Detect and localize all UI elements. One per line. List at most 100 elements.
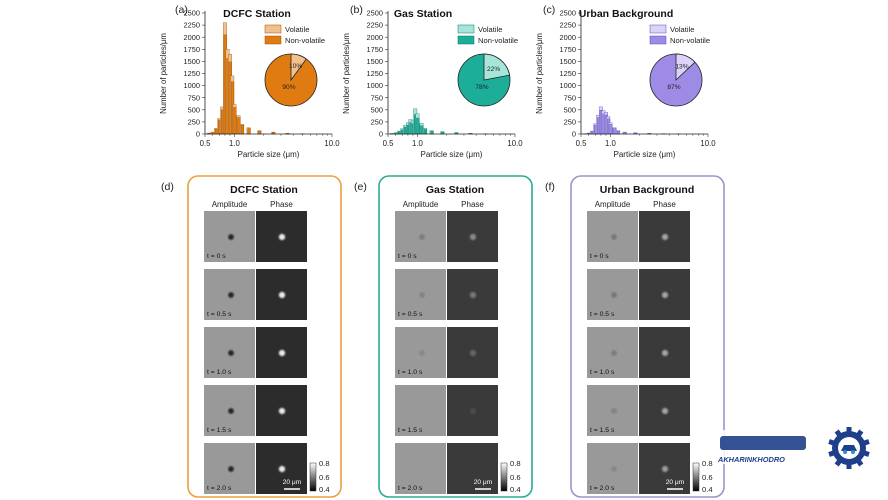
panel-letter: (d) [161,181,174,193]
time-label: t = 2.0 s [207,485,232,492]
panel-letter: (a) [175,4,188,16]
amplitude-particle [609,232,619,242]
time-label: t = 0.5 s [398,311,423,318]
colorbar [309,462,317,492]
y-tick-label: 500 [564,105,576,114]
time-label: t = 1.5 s [207,427,232,434]
column-label-amplitude: Amplitude [595,200,631,209]
car-shape [841,445,857,451]
phase-particle [468,406,478,416]
legend-label-nonvolatile: Non-volatile [478,36,518,45]
y-tick-label: 1000 [367,81,383,90]
car-wheel [851,450,855,454]
colorbar-tick-label: 0.4 [702,485,713,494]
colorbar-tick-label: 0.8 [510,459,521,468]
panel-letter: (b) [350,4,363,16]
pie-label-volatile: 22% [487,66,500,73]
amplitude-image [395,443,446,494]
phase-particle [660,290,670,300]
pie-label-volatile: 13% [675,64,688,71]
panel-frame [187,175,342,498]
y-tick-label: 2000 [184,33,200,42]
image-panel-urban: (f) Urban Background Amplitude Phase t = 0 s… [545,175,725,498]
y-tick-label: 1250 [184,69,200,78]
panel-letter: (f) [545,181,555,193]
bar-nonvolatile [423,129,428,135]
watermark: AKHARINKHODRO [716,427,870,469]
panel-title: DCFC Station [223,8,291,20]
gear-tooth [828,450,836,457]
gear-tooth [846,463,852,469]
gear-tooth [855,429,864,438]
y-tick-label: 250 [188,118,200,127]
amplitude-particle [417,348,427,358]
bar-nonvolatile [420,125,424,135]
column-label-phase: Phase [653,200,676,209]
phase-particle [468,348,478,358]
y-tick-label: 1750 [560,45,576,54]
colorbar-tick-label: 0.6 [510,473,521,482]
time-label: t = 0 s [207,253,226,260]
y-tick-label: 2250 [367,21,383,30]
amplitude-particle [417,290,427,300]
legend-swatch-nonvolatile [264,35,282,45]
legend-label-nonvolatile: Non-volatile [285,36,325,45]
y-tick-label: 1000 [560,81,576,90]
y-tick-label: 2000 [560,33,576,42]
y-tick-label: 0 [572,130,576,139]
y-tick-label: 0 [379,130,383,139]
time-label: t = 1.0 s [398,369,423,376]
x-tick-label: 10.0 [700,139,716,148]
x-tick-label: 0.5 [200,139,212,148]
y-tick-label: 750 [371,93,383,102]
phase-particle [660,406,670,416]
amplitude-particle [609,348,619,358]
histogram-panel-dcfc: (a) DCFC Station Number of particles/μm 0 25… [159,4,340,159]
pie-slice-volatile [675,53,696,81]
y-tick-label: 1750 [184,45,200,54]
time-label: t = 0 s [590,253,609,260]
time-label: t = 1.5 s [398,427,423,434]
colorbar-tick-label: 0.4 [319,485,330,494]
colorbar-tick-label: 0.8 [319,459,330,468]
y-tick-label: 250 [564,118,576,127]
phase-image [447,443,498,494]
x-axis-label: Particle size (μm) [238,150,300,159]
phase-particle [660,464,670,474]
y-tick-label: 1500 [367,57,383,66]
pie-slice-volatile [290,53,307,82]
histogram-panel-gas: (b) Gas Station Number of particles/μm 0 250… [342,4,523,159]
bar-nonvolatile [247,128,251,135]
gear-tooth [834,429,843,438]
time-label: t = 1.0 s [207,369,232,376]
legend-swatch-nonvolatile [649,35,667,45]
legend-swatch-nonvolatile [457,35,475,45]
legend-swatch-volatile [457,24,475,34]
y-tick-label: 750 [564,93,576,102]
scale-bar-label: 20 μm [283,479,302,486]
amplitude-particle [609,406,619,416]
scale-bar-label: 20 μm [666,479,685,486]
amplitude-particle [417,232,427,242]
x-tick-label: 1.0 [412,139,424,148]
y-axis-label: Number of particles/μm [535,33,544,114]
scale-bar-label: 20 μm [474,479,493,486]
time-label: t = 0 s [398,253,417,260]
pie-slice-volatile [483,53,511,81]
y-tick-label: 2500 [184,9,200,18]
column-label-amplitude: Amplitude [212,200,248,209]
bar-nonvolatile [416,117,420,135]
colorbar-tick-label: 0.4 [510,485,521,494]
x-tick-label: 0.5 [383,139,395,148]
phase-particle [468,232,478,242]
column-label-phase: Phase [461,200,484,209]
panel-frame [570,175,725,498]
panel-letter: (e) [354,181,367,193]
y-axis-label: Number of particles/μm [342,33,351,114]
colorbar-tick-label: 0.8 [702,459,713,468]
y-tick-label: 0 [196,130,200,139]
legend-label-nonvolatile: Non-volatile [670,36,710,45]
time-label: t = 2.0 s [398,485,423,492]
bar-nonvolatile [613,128,617,135]
